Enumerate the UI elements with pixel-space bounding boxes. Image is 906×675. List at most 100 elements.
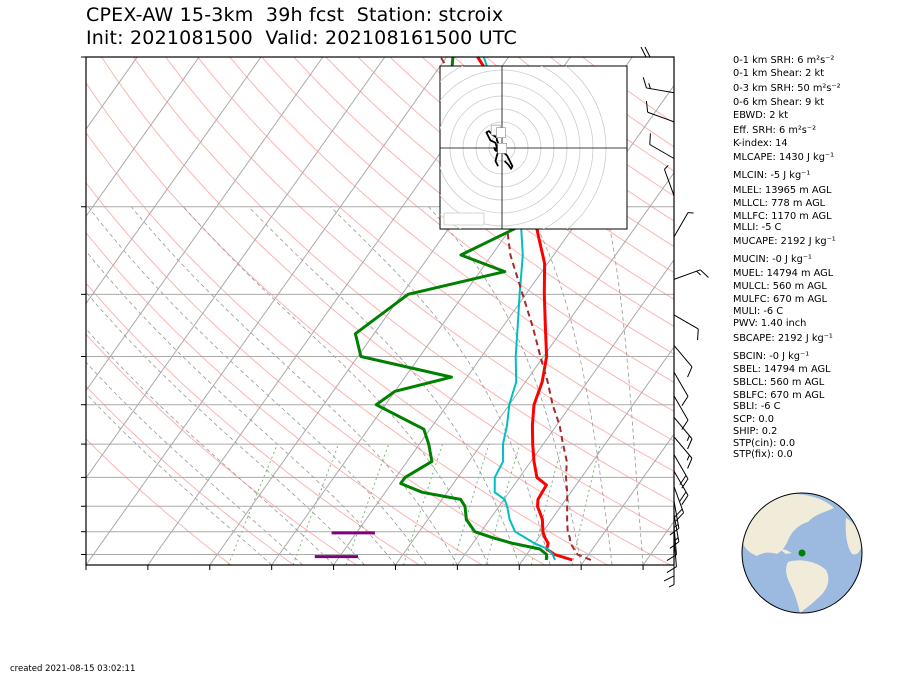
wind-barb <box>673 269 709 280</box>
isotherm <box>395 171 674 565</box>
parameter-line: MLCIN: -5 J kg⁻¹ <box>733 170 811 181</box>
parameter-line: SBLFC: 670 m AGL <box>733 390 825 401</box>
moist-adiabat <box>86 250 396 565</box>
wind-barb <box>673 345 693 378</box>
hodograph-unit-box <box>443 212 485 226</box>
barb-staff <box>673 454 689 480</box>
moist-adiabat <box>248 206 520 565</box>
parameter-line: 0-1 km SRH: 6 m²s⁻² <box>733 55 835 66</box>
globe-land <box>742 493 862 613</box>
barb-half <box>664 164 669 170</box>
parameter-line: SBCAPE: 2192 J kg⁻¹ <box>733 333 833 344</box>
barb-staff <box>673 526 677 555</box>
moist-adiabat <box>130 206 458 565</box>
barb-staff <box>673 416 693 440</box>
mixing-ratio-line <box>571 443 601 565</box>
isotherm <box>456 259 674 565</box>
parameter-line: Eff. SRH: 6 m²s⁻² <box>733 125 816 136</box>
mixing-ratio-line <box>485 443 521 565</box>
barb-flag <box>681 419 689 430</box>
isotherm <box>86 57 386 479</box>
wind-barb <box>645 101 675 123</box>
parameter-line: SHIP: 0.2 <box>733 426 778 437</box>
caribbean-islands <box>778 548 792 554</box>
dry-adiabat <box>86 131 608 565</box>
parameter-line: PWV: 1.40 inch <box>733 318 807 329</box>
parameter-line: STP(cin): 0.0 <box>733 438 796 449</box>
wind-barb <box>673 470 689 505</box>
barb-flag <box>666 554 677 561</box>
parameter-line: MLLCL: 778 m AGL <box>733 198 826 209</box>
barb-flag <box>640 46 647 58</box>
mixing-ratio-line <box>403 443 444 565</box>
parameter-line: MULI: -6 C <box>733 306 784 317</box>
parameter-line: 0-6 km Shear: 9 kt <box>733 97 825 108</box>
wind-barb <box>666 538 677 573</box>
isotherm <box>0 57 75 565</box>
parameter-line: MULFC: 670 m AGL <box>733 294 828 305</box>
isotherm <box>86 57 200 218</box>
barb-flag <box>642 77 647 89</box>
mixing-ratio-line <box>345 443 390 565</box>
wind-barb <box>673 416 693 450</box>
wind-barb <box>663 164 675 196</box>
globe-outline <box>741 492 863 614</box>
wind-barb <box>666 526 677 561</box>
parameter-line: MLEL: 13965 m AGL <box>733 185 832 196</box>
barb-flag <box>644 46 651 58</box>
barb-flag <box>681 396 689 406</box>
barb-staff <box>673 500 680 529</box>
dry-adiabat <box>86 282 420 565</box>
dry-adiabat <box>86 438 232 565</box>
parameter-line: SBLCL: 560 m AGL <box>733 377 825 388</box>
hodograph-height-box <box>497 143 508 154</box>
isotherm <box>518 346 674 565</box>
parameter-line: SBEL: 14794 m AGL <box>733 364 831 375</box>
dry-adiabat <box>261 57 674 383</box>
isotherm <box>86 57 138 130</box>
moist-adiabat <box>428 206 582 565</box>
barb-staff <box>663 169 675 196</box>
moist-adiabat <box>86 393 272 565</box>
parameter-line: EBWD: 2 kt <box>733 110 789 121</box>
isotherm <box>86 57 262 305</box>
barb-staff <box>649 144 675 159</box>
mixing-ratio-line <box>227 443 278 565</box>
station-marker <box>798 549 806 557</box>
parameter-line: MLLFC: 1170 m AGL <box>733 211 832 222</box>
dry-adiabat <box>86 181 545 565</box>
parameter-line: MLCAPE: 1430 J kg⁻¹ <box>733 152 835 163</box>
barb-staff <box>673 371 689 397</box>
barb-half <box>686 454 690 461</box>
parameter-line: K-index: 14 <box>733 138 788 149</box>
wind-barb <box>668 556 675 588</box>
barb-flag <box>649 133 651 145</box>
moist-adiabat <box>526 206 613 565</box>
parameter-line: SBLI: -6 C <box>733 401 781 412</box>
barb-flag <box>697 328 699 341</box>
isotherm <box>86 57 448 565</box>
barb-flag <box>681 495 689 505</box>
locator-globe <box>741 492 863 614</box>
wind-barb <box>673 212 694 238</box>
wind-barb <box>673 371 689 406</box>
dry-adiabat <box>86 231 483 565</box>
hodograph-frame <box>439 65 628 230</box>
dry-adiabat <box>325 57 674 327</box>
barb-flag <box>687 366 693 378</box>
parameter-line: MULCL: 560 m AGL <box>733 281 827 292</box>
dry-adiabat <box>86 333 357 565</box>
barb-flag <box>679 491 687 502</box>
wind-barb <box>673 314 699 341</box>
north-america <box>742 493 834 556</box>
barb-staff <box>673 395 689 421</box>
parcel-trace <box>439 57 592 561</box>
isotherm <box>333 84 674 565</box>
barb-staff <box>673 314 699 330</box>
parameter-line: MUEL: 14794 m AGL <box>733 268 834 279</box>
wind-barb <box>642 77 675 94</box>
barb-staff <box>673 514 680 542</box>
moist-adiabat <box>87 206 427 565</box>
wind-barb <box>640 46 674 58</box>
